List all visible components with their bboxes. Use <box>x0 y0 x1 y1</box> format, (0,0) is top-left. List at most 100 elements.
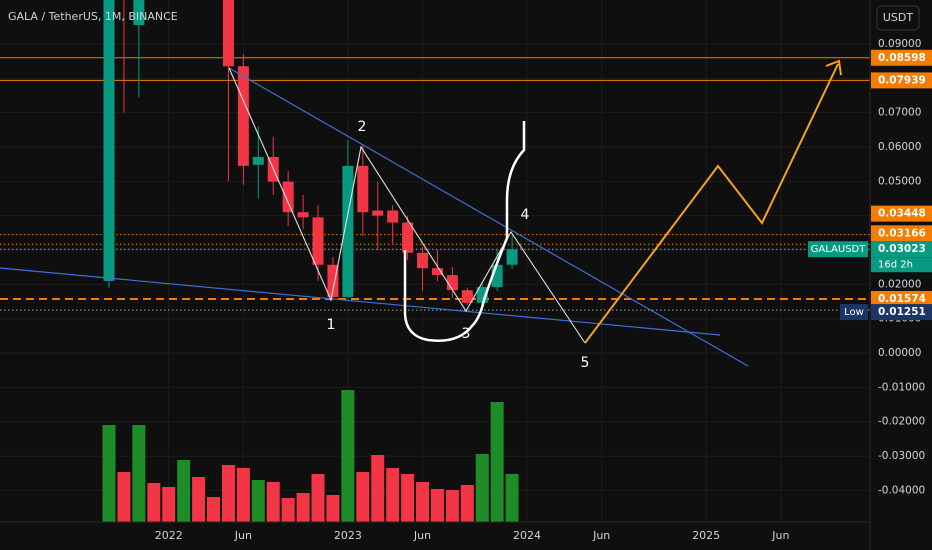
grid <box>0 0 870 522</box>
trendline <box>228 67 749 367</box>
y-tick-label: 0.06000 <box>878 141 921 153</box>
series-tag <box>808 241 868 258</box>
volume-bar <box>281 498 295 522</box>
cup-drawing <box>403 121 526 342</box>
price-tags: 0.08598 0.07939 0.03448 0.03166 0.03023 GALAU… <box>808 49 932 321</box>
price-tag-label: 0.07939 <box>878 74 926 86</box>
volume-bar <box>117 472 131 522</box>
y-tick-label: 0.07000 <box>878 107 921 119</box>
price-tag <box>871 205 932 222</box>
price-tag <box>871 241 932 258</box>
volume-bar <box>490 402 504 522</box>
candle-body <box>252 156 264 165</box>
y-tick-label: 0.00000 <box>878 347 921 359</box>
volume-bar <box>326 495 340 522</box>
candle-body <box>222 0 234 67</box>
wave-label: 3 <box>462 326 471 342</box>
candle-body <box>387 210 399 223</box>
arrow-head <box>825 59 842 76</box>
price-tag <box>871 290 932 307</box>
price-tag-label: 0.03023 <box>878 243 926 255</box>
chart-title: GALA / TetherUS, 1M, BINANCE <box>8 10 178 23</box>
countdown-label: 16d 2h <box>878 260 913 271</box>
x-tick-label: 2025 <box>692 529 720 542</box>
volume-bar <box>311 474 325 522</box>
price-tag-label: 0.03166 <box>878 227 926 239</box>
price-tag <box>871 304 932 321</box>
candle-body <box>297 212 309 218</box>
volume-layer <box>102 390 519 522</box>
wave-zigzag <box>228 67 586 344</box>
price-tag <box>871 49 932 66</box>
price-axis-panel <box>870 0 932 550</box>
series-tag <box>840 304 868 321</box>
price-lines <box>0 57 870 311</box>
price-tag <box>871 72 932 89</box>
series-tag-label: Low <box>844 307 864 318</box>
volume-bar <box>132 425 146 522</box>
currency-button[interactable] <box>876 5 920 31</box>
countdown-tag <box>871 257 932 273</box>
volume-bar <box>102 425 116 522</box>
volume-bar <box>177 460 191 522</box>
candle-body <box>357 165 369 213</box>
volume-bar <box>266 482 280 522</box>
x-tick-label: 2024 <box>513 529 541 542</box>
candle-body <box>342 165 354 298</box>
candle-body <box>506 249 518 265</box>
candle-body <box>103 0 115 281</box>
candle-body <box>133 0 145 26</box>
candle-body <box>312 217 324 265</box>
wave-label: 1 <box>327 317 336 333</box>
x-tick-label: 2022 <box>155 529 183 542</box>
volume-bar <box>475 454 489 522</box>
price-tag-label: 0.03448 <box>878 208 926 220</box>
projection-path <box>584 63 839 344</box>
candle-body <box>461 290 473 303</box>
volume-bar <box>251 480 265 522</box>
candle-body <box>446 275 458 291</box>
volume-bar <box>371 455 385 522</box>
price-tag-label: 0.08598 <box>878 52 926 64</box>
volume-bar <box>296 493 310 522</box>
volume-bar <box>356 472 370 522</box>
y-tick-label: -0.04000 <box>878 484 925 496</box>
y-tick-label: -0.01000 <box>878 381 925 393</box>
candle-body <box>491 264 503 288</box>
y-tick-label: -0.02000 <box>878 416 925 428</box>
y-tick-label: -0.03000 <box>878 450 925 462</box>
volume-bar <box>416 482 430 522</box>
volume-bar <box>445 490 459 522</box>
drawings <box>0 59 842 367</box>
y-tick-label: 0.05000 <box>878 175 921 187</box>
wave-label: 2 <box>358 119 367 135</box>
candle-body <box>237 66 249 166</box>
wave-labels: 1 2 3 4 5 <box>327 119 590 371</box>
volume-bar <box>505 474 519 522</box>
series-tag-label: GALAUSDT <box>811 244 867 255</box>
x-tick-label: Jun <box>771 529 789 542</box>
candle-body <box>327 264 339 298</box>
volume-bar <box>460 485 474 522</box>
candle-body <box>402 222 414 253</box>
volume-bar <box>162 487 176 522</box>
candle-body <box>282 181 294 213</box>
candle-body <box>431 268 443 276</box>
x-tick-label: Jun <box>413 529 431 542</box>
volume-bar <box>207 497 221 522</box>
wave-label: 5 <box>581 355 590 371</box>
x-tick-label: Jun <box>234 529 252 542</box>
y-tick-label: 0.02000 <box>878 278 921 290</box>
x-tick-label: Jun <box>592 529 610 542</box>
volume-bar <box>147 483 161 522</box>
volume-bar <box>386 468 400 522</box>
currency-label[interactable]: USDT <box>883 11 914 24</box>
volume-bar <box>401 474 415 522</box>
price-tag-label: 0.01574 <box>878 293 926 305</box>
price-tag-label: 0.01251 <box>878 306 926 318</box>
volume-bar <box>236 468 250 522</box>
candle-body <box>417 252 429 269</box>
